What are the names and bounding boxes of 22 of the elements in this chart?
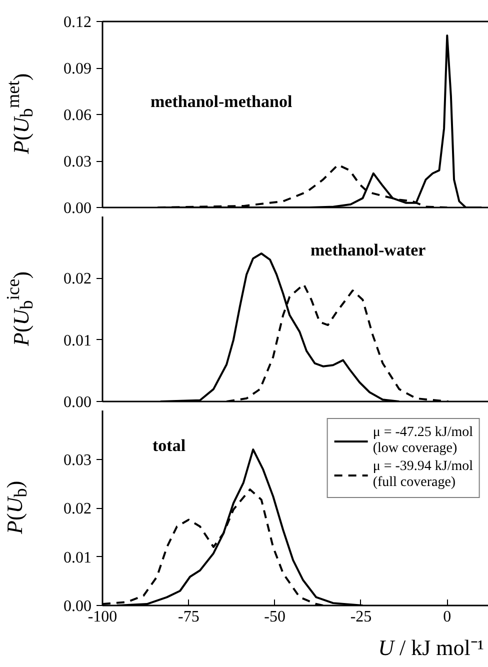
annotation: methanol-methanol bbox=[150, 92, 292, 111]
y-tick-label: 0.02 bbox=[64, 270, 92, 288]
legend-label: μ = -39.94 kJ/mol (full coverage) bbox=[372, 459, 473, 491]
x-axis-title: U / kJ mol⁻¹ bbox=[377, 636, 484, 660]
annotation: methanol-water bbox=[310, 240, 426, 260]
legend-label: μ = -47.25 kJ/mol (low coverage) bbox=[372, 425, 473, 457]
x-tick-label: -25 bbox=[350, 608, 372, 626]
x-tick-label: -75 bbox=[178, 608, 200, 626]
y-tick-label: 0.12 bbox=[64, 14, 92, 31]
y-tick-label: 0.01 bbox=[64, 549, 92, 566]
annotation: total bbox=[152, 436, 186, 456]
y-tick-label: 0.06 bbox=[64, 107, 92, 124]
y-tick-label: 0.00 bbox=[64, 200, 92, 217]
y-tick-label: 0.00 bbox=[64, 598, 92, 615]
y-tick-label: 0.03 bbox=[64, 154, 92, 170]
x-tick-label: 0 bbox=[443, 608, 452, 626]
y-tick-label: 0.03 bbox=[64, 452, 92, 469]
y-tick-label: 0.09 bbox=[64, 60, 92, 78]
x-tick-label: -50 bbox=[264, 608, 286, 626]
y-tick-label: 0.00 bbox=[64, 394, 92, 411]
y-tick-label: 0.02 bbox=[64, 500, 92, 518]
y-tick-label: 0.01 bbox=[64, 332, 92, 350]
